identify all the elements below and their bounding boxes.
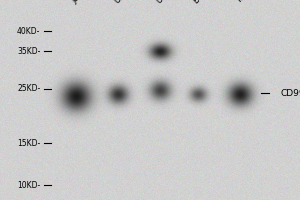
Text: 15KD-: 15KD- xyxy=(17,138,41,148)
Text: Jurkat: Jurkat xyxy=(70,0,93,5)
Text: 40KD-: 40KD- xyxy=(17,26,41,36)
Text: 10KD-: 10KD- xyxy=(17,180,41,190)
Text: 35KD-: 35KD- xyxy=(17,46,41,55)
Text: U937: U937 xyxy=(154,0,176,5)
Text: 25KD-: 25KD- xyxy=(17,84,41,93)
Text: THP-1: THP-1 xyxy=(234,0,256,5)
Text: U251: U251 xyxy=(112,0,134,5)
Text: CD99: CD99 xyxy=(280,88,300,98)
Text: BT474: BT474 xyxy=(192,0,216,5)
